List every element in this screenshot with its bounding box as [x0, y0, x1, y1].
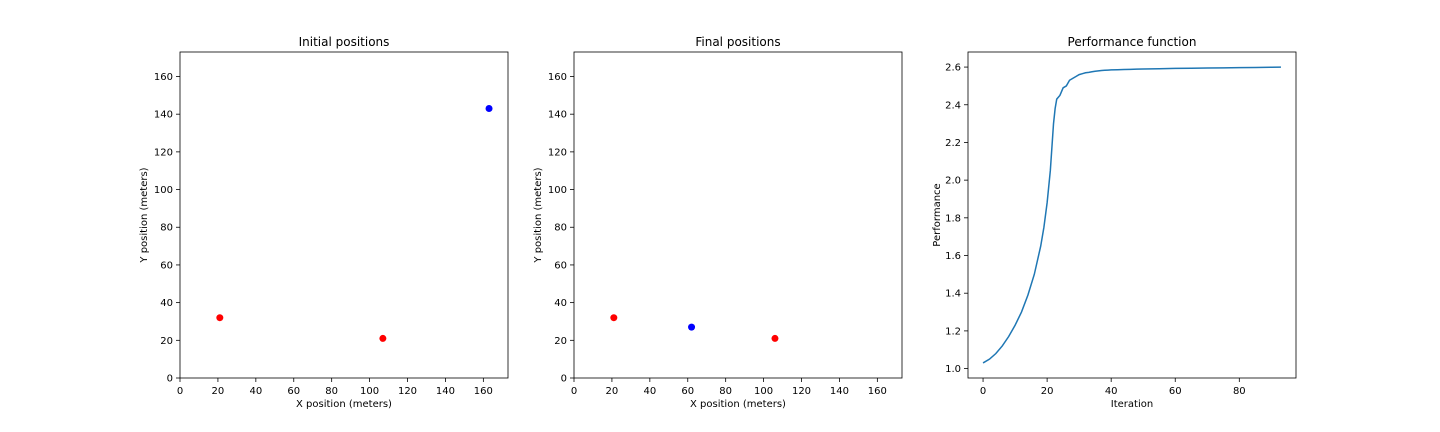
data-point [379, 334, 387, 342]
x-tick-label: 140 [436, 386, 455, 397]
y-tick-label: 80 [554, 223, 567, 234]
y-axis-label: Y position (meters) [139, 167, 150, 263]
x-tick-label: 80 [719, 386, 732, 397]
y-tick-label: 40 [554, 298, 567, 309]
y-tick-label: 1.4 [945, 289, 961, 300]
data-point [610, 314, 618, 322]
x-tick-label: 0 [571, 386, 577, 397]
y-tick-label: 160 [548, 72, 567, 83]
y-tick-label: 1.8 [945, 213, 961, 224]
y-tick-label: 20 [160, 336, 173, 347]
x-tick-label: 40 [249, 386, 262, 397]
y-tick-label: 140 [154, 110, 173, 121]
y-tick-label: 20 [554, 336, 567, 347]
x-tick-label: 40 [1105, 386, 1118, 397]
x-tick-label: 140 [830, 386, 849, 397]
y-tick-label: 80 [160, 223, 173, 234]
y-tick-label: 40 [160, 298, 173, 309]
x-tick-label: 40 [643, 386, 656, 397]
plot-frame [967, 51, 1297, 379]
x-tick-label: 100 [360, 386, 379, 397]
y-tick-label: 1.0 [945, 364, 961, 375]
chart-panel-3: Performance function Iteration Performance… [932, 35, 1297, 410]
x-axis-label: X position (meters) [690, 399, 786, 410]
y-tick-label: 60 [554, 260, 567, 271]
y-axis-label: Performance [932, 183, 943, 246]
y-tick-label: 100 [154, 185, 173, 196]
x-tick-label: 60 [1169, 386, 1182, 397]
y-tick-label: 2.4 [945, 100, 961, 111]
series-line [982, 66, 1281, 364]
y-tick-label: 160 [154, 72, 173, 83]
y-tick-label: 2.2 [945, 138, 961, 149]
data-point [485, 105, 493, 113]
x-axis-label: X position (meters) [296, 399, 392, 410]
y-axis-label: Y position (meters) [533, 167, 544, 263]
plot-frame [179, 51, 509, 379]
y-tick-label: 1.2 [945, 326, 961, 337]
y-tick-label: 2.0 [945, 176, 961, 187]
x-tick-label: 60 [681, 386, 694, 397]
y-tick-label: 0 [561, 374, 567, 385]
x-tick-label: 0 [980, 386, 986, 397]
x-tick-label: 20 [1041, 386, 1054, 397]
x-axis-label: Iteration [1111, 399, 1153, 410]
x-tick-label: 60 [287, 386, 300, 397]
chart-title: Final positions [695, 35, 780, 49]
data-point [771, 334, 779, 342]
x-tick-label: 160 [868, 386, 887, 397]
chart-title: Performance function [1068, 35, 1197, 49]
x-tick-label: 80 [1233, 386, 1246, 397]
data-point [688, 323, 696, 331]
x-tick-label: 120 [792, 386, 811, 397]
x-tick-label: 80 [325, 386, 338, 397]
x-tick-label: 100 [754, 386, 773, 397]
chart-title: Initial positions [299, 35, 390, 49]
x-tick-label: 0 [177, 386, 183, 397]
data-point [216, 314, 224, 322]
y-tick-label: 120 [154, 147, 173, 158]
x-tick-label: 20 [606, 386, 619, 397]
plot-frame [573, 51, 903, 379]
y-tick-label: 120 [548, 147, 567, 158]
y-tick-label: 140 [548, 110, 567, 121]
y-tick-label: 60 [160, 260, 173, 271]
y-tick-label: 1.6 [945, 251, 961, 262]
y-tick-label: 0 [167, 374, 173, 385]
chart-panel-1: Initial positions X position (meters) Y po… [139, 35, 509, 410]
y-tick-label: 2.6 [945, 63, 961, 74]
chart-panel-2: Final positions X position (meters) Y posi… [533, 35, 903, 410]
y-tick-label: 100 [548, 185, 567, 196]
panels: Initial positions X position (meters) Y po… [139, 35, 1297, 410]
x-tick-label: 160 [474, 386, 493, 397]
x-tick-label: 120 [398, 386, 417, 397]
x-tick-label: 20 [212, 386, 225, 397]
